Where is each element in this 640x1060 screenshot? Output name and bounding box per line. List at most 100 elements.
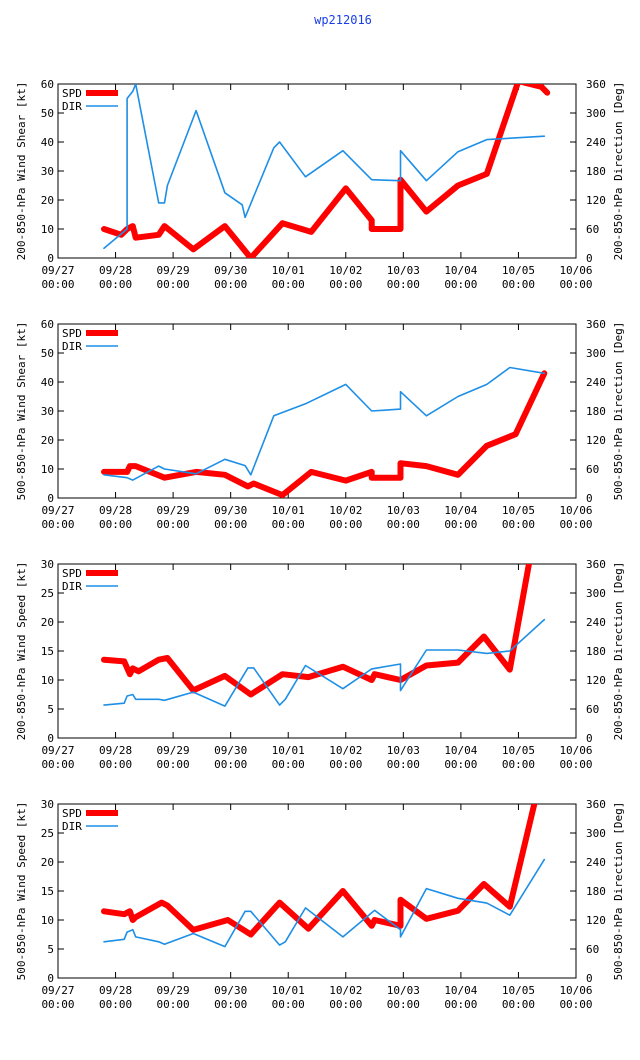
y2-tick-label: 120: [586, 914, 606, 927]
x-tick-label-date: 10/02: [329, 264, 362, 277]
x-tick-label-time: 00:00: [329, 518, 362, 531]
x-tick-label-date: 10/01: [272, 264, 305, 277]
x-tick-label-time: 00:00: [329, 998, 362, 1011]
y2-tick-label: 300: [586, 107, 606, 120]
y-tick-label: 0: [47, 972, 54, 985]
y2-axis-label: 200-850-hPa Direction [Deg]: [612, 562, 625, 741]
y2-tick-label: 360: [586, 78, 606, 91]
x-tick-label-date: 09/28: [99, 744, 132, 757]
x-tick-label-time: 00:00: [272, 998, 305, 1011]
y-tick-label: 20: [41, 856, 54, 869]
x-tick-label-date: 10/06: [559, 984, 592, 997]
y2-tick-label: 120: [586, 194, 606, 207]
x-tick-label-date: 09/27: [41, 744, 74, 757]
series-group: [101, 804, 546, 948]
x-tick-label-time: 00:00: [272, 518, 305, 531]
series-line-dir: [103, 858, 546, 948]
x-tick-label-time: 00:00: [559, 278, 592, 291]
series-group: [101, 564, 546, 707]
y-tick-label: 10: [41, 674, 54, 687]
x-tick-label-time: 00:00: [157, 278, 190, 291]
y2-tick-label: 0: [586, 972, 593, 985]
x-tick-label-time: 00:00: [41, 998, 74, 1011]
x-tick-label-time: 00:00: [444, 758, 477, 771]
x-tick-label-time: 00:00: [99, 758, 132, 771]
y2-tick-label: 360: [586, 318, 606, 331]
y-tick-label: 10: [41, 463, 54, 476]
x-tick-label-time: 00:00: [387, 998, 420, 1011]
x-tick-label-time: 00:00: [329, 278, 362, 291]
plot-frame: [57, 803, 577, 979]
x-tick-label-date: 10/05: [502, 744, 535, 757]
x-tick-label-time: 00:00: [387, 758, 420, 771]
series-line-spd: [101, 84, 551, 258]
y-tick-label: 30: [41, 798, 54, 811]
x-tick-label-time: 00:00: [272, 278, 305, 291]
y-tick-label: 60: [41, 78, 54, 91]
y2-tick-label: 120: [586, 674, 606, 687]
series-group: [101, 84, 551, 258]
y2-tick-label: 240: [586, 856, 606, 869]
y2-tick-label: 300: [586, 827, 606, 840]
y-axis-label: 500-850-hPa Wind Speed [kt]: [15, 802, 28, 981]
series-line-dir: [103, 84, 546, 250]
x-tick-label-date: 09/30: [214, 264, 247, 277]
legend-label-spd: SPD: [62, 87, 82, 100]
x-tick-label-time: 00:00: [559, 998, 592, 1011]
legend-label-dir: DIR: [62, 820, 82, 833]
x-tick-label-date: 10/06: [559, 744, 592, 757]
y-tick-label: 15: [41, 645, 54, 658]
legend-label-spd: SPD: [62, 327, 82, 340]
y-tick-label: 0: [47, 252, 54, 265]
y-tick-label: 0: [47, 732, 54, 745]
x-tick-label-date: 09/29: [157, 744, 190, 757]
x-tick-label-date: 10/06: [559, 264, 592, 277]
series-line-spd: [101, 564, 532, 698]
x-tick-label-date: 10/01: [272, 984, 305, 997]
y-tick-label: 5: [47, 943, 54, 956]
y-axis-label: 200-850-hPa Wind Speed [kt]: [15, 562, 28, 741]
y2-tick-label: 60: [586, 223, 599, 236]
x-tick-label-date: 10/03: [387, 504, 420, 517]
y2-tick-label: 120: [586, 434, 606, 447]
x-tick-label-time: 00:00: [387, 278, 420, 291]
x-tick-label-date: 09/29: [157, 504, 190, 517]
x-tick-label-time: 00:00: [99, 998, 132, 1011]
y2-axis-label: 500-850-hPa Direction [Deg]: [612, 322, 625, 501]
x-tick-label-time: 00:00: [99, 278, 132, 291]
x-tick-label-date: 10/03: [387, 744, 420, 757]
y2-tick-label: 180: [586, 405, 606, 418]
x-tick-label-time: 00:00: [214, 758, 247, 771]
panel-1: 010203040506006012018024030036009/2700:0…: [15, 78, 625, 291]
y2-tick-label: 180: [586, 165, 606, 178]
y-tick-label: 60: [41, 318, 54, 331]
y-tick-label: 20: [41, 194, 54, 207]
y-tick-label: 10: [41, 914, 54, 927]
x-tick-label-date: 10/03: [387, 984, 420, 997]
y2-tick-label: 240: [586, 616, 606, 629]
x-tick-label-time: 00:00: [272, 758, 305, 771]
x-tick-label-time: 00:00: [329, 758, 362, 771]
x-tick-label-time: 00:00: [502, 998, 535, 1011]
x-tick-label-date: 09/27: [41, 504, 74, 517]
y2-tick-label: 180: [586, 645, 606, 658]
x-tick-label-time: 00:00: [559, 758, 592, 771]
x-tick-label-time: 00:00: [99, 518, 132, 531]
x-tick-label-date: 10/02: [329, 504, 362, 517]
y2-axis-label: 200-850-hPa Direction [Deg]: [612, 82, 625, 261]
chart-title: wp212016: [314, 13, 372, 27]
series-line-spd: [101, 804, 538, 938]
legend-label-spd: SPD: [62, 807, 82, 820]
x-tick-label-date: 09/27: [41, 984, 74, 997]
y2-tick-label: 60: [586, 943, 599, 956]
x-tick-label-date: 10/04: [444, 504, 477, 517]
y-tick-label: 25: [41, 827, 54, 840]
x-tick-label-date: 09/29: [157, 984, 190, 997]
y-tick-label: 50: [41, 107, 54, 120]
x-tick-label-time: 00:00: [444, 998, 477, 1011]
panel-4: 05101520253006012018024030036009/2700:00…: [15, 798, 625, 1011]
x-tick-label-date: 09/30: [214, 744, 247, 757]
x-tick-label-time: 00:00: [214, 278, 247, 291]
y-tick-label: 30: [41, 165, 54, 178]
